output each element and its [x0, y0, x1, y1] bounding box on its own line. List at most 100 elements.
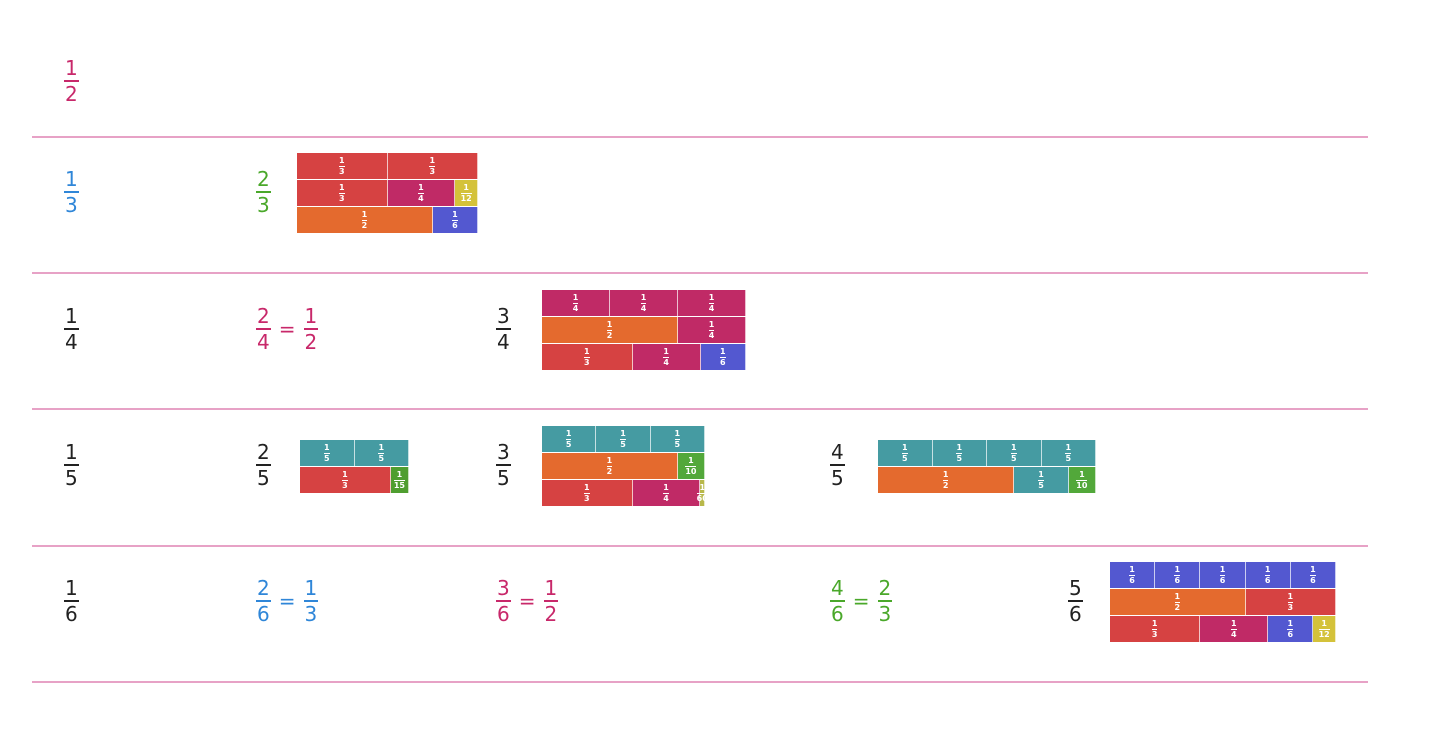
block-label-denominator: 3 — [338, 166, 345, 176]
block-label-bar — [1287, 628, 1294, 630]
unit-fraction-1-4-numerator: 1 — [65, 304, 78, 328]
block-label: 1 60 — [696, 482, 708, 503]
block-label-denominator: 12 — [460, 193, 472, 203]
block-label-denominator: 3 — [583, 493, 590, 503]
block-label-bar — [460, 192, 472, 194]
block-label-bar — [1010, 452, 1017, 454]
block-label-numerator: 1 — [640, 292, 647, 302]
block-label-numerator: 1 — [720, 346, 726, 356]
block-label-numerator: 1 — [699, 482, 706, 492]
unit-fraction-1-4-bar — [64, 328, 79, 330]
block-label-bar — [1219, 574, 1226, 576]
block-label-bar — [685, 465, 697, 467]
block-label-denominator: 4 — [640, 303, 647, 313]
fraction-4-5-numerator: 4 — [831, 440, 844, 464]
block-label-bar — [674, 438, 681, 440]
block-label-bar — [1038, 479, 1044, 481]
block-label-numerator: 1 — [688, 455, 694, 465]
fraction-1-2-bar — [543, 600, 559, 602]
block-label-bar — [583, 492, 590, 494]
block-label: 1 15 — [393, 470, 405, 490]
block-label-denominator: 5 — [1038, 480, 1044, 490]
block-label-denominator: 15 — [393, 480, 405, 490]
block-label-bar — [342, 479, 348, 481]
block-label-denominator: 3 — [338, 193, 345, 203]
block-label-bar — [418, 192, 424, 194]
block-label-denominator: 10 — [1076, 480, 1088, 490]
block-label-numerator: 1 — [663, 482, 669, 492]
equivalence-4-6: 4 6 = 2 3 — [830, 578, 893, 625]
block-label-denominator: 6 — [1287, 629, 1294, 639]
block-label-numerator: 1 — [620, 428, 626, 438]
block-label-denominator: 2 — [942, 480, 949, 490]
fraction-1-2-denominator: 2 — [544, 601, 558, 626]
block-label-denominator: 5 — [1065, 453, 1072, 463]
block-label-bar — [956, 452, 963, 454]
fraction-1-3-numerator: 1 — [304, 576, 318, 600]
block-label-denominator: 4 — [708, 303, 715, 313]
strip-row: 1 3 1 4 1 6 1 12 — [1110, 616, 1336, 643]
block-label-denominator: 5 — [323, 453, 330, 463]
block-label-numerator: 1 — [342, 469, 348, 479]
strip-row: 1 2 1 10 — [542, 453, 705, 480]
fraction-3-4-denominator: 4 — [497, 329, 510, 354]
block-label-bar — [452, 219, 458, 221]
block-label-numerator: 1 — [1310, 564, 1316, 574]
block-label-numerator: 1 — [452, 209, 458, 219]
block-label-denominator: 4 — [663, 493, 669, 503]
block-label: 1 10 — [1076, 470, 1088, 490]
block-label-numerator: 1 — [1129, 564, 1135, 574]
block-label-denominator: 5 — [956, 453, 963, 463]
unit-fraction-1-2-denominator: 2 — [65, 81, 78, 106]
block-label-bar — [1264, 574, 1271, 576]
fraction-4-5-denominator: 5 — [831, 465, 844, 490]
fraction-strip-2-5: 1 5 1 5 1 3 1 15 — [300, 440, 409, 494]
block-label-numerator: 1 — [1231, 618, 1237, 628]
block-label-denominator: 5 — [565, 439, 572, 449]
row-divider — [32, 408, 1368, 410]
fraction-5-6-denominator: 6 — [1069, 601, 1082, 626]
block-label-bar — [708, 302, 715, 304]
unit-fraction-block-1-10: 1 10 — [1068, 467, 1096, 493]
block-label-bar — [1065, 452, 1072, 454]
block-label-denominator: 5 — [1010, 453, 1017, 463]
equivalence-3-6: 3 6 = 1 2 — [496, 578, 559, 626]
fraction-1-3-denominator: 3 — [304, 601, 318, 626]
unit-fraction-1-4-denominator: 4 — [65, 329, 78, 354]
fraction-4-6-bar — [830, 600, 845, 602]
unit-fraction-1-5-bar — [64, 464, 79, 466]
block-label-denominator: 10 — [685, 466, 697, 476]
fraction-strip-4-5: 1 5 1 5 1 5 1 5 1 2 1 5 1 10 — [878, 440, 1096, 494]
equivalence-2-4: 2 4 = 1 2 — [256, 306, 319, 353]
